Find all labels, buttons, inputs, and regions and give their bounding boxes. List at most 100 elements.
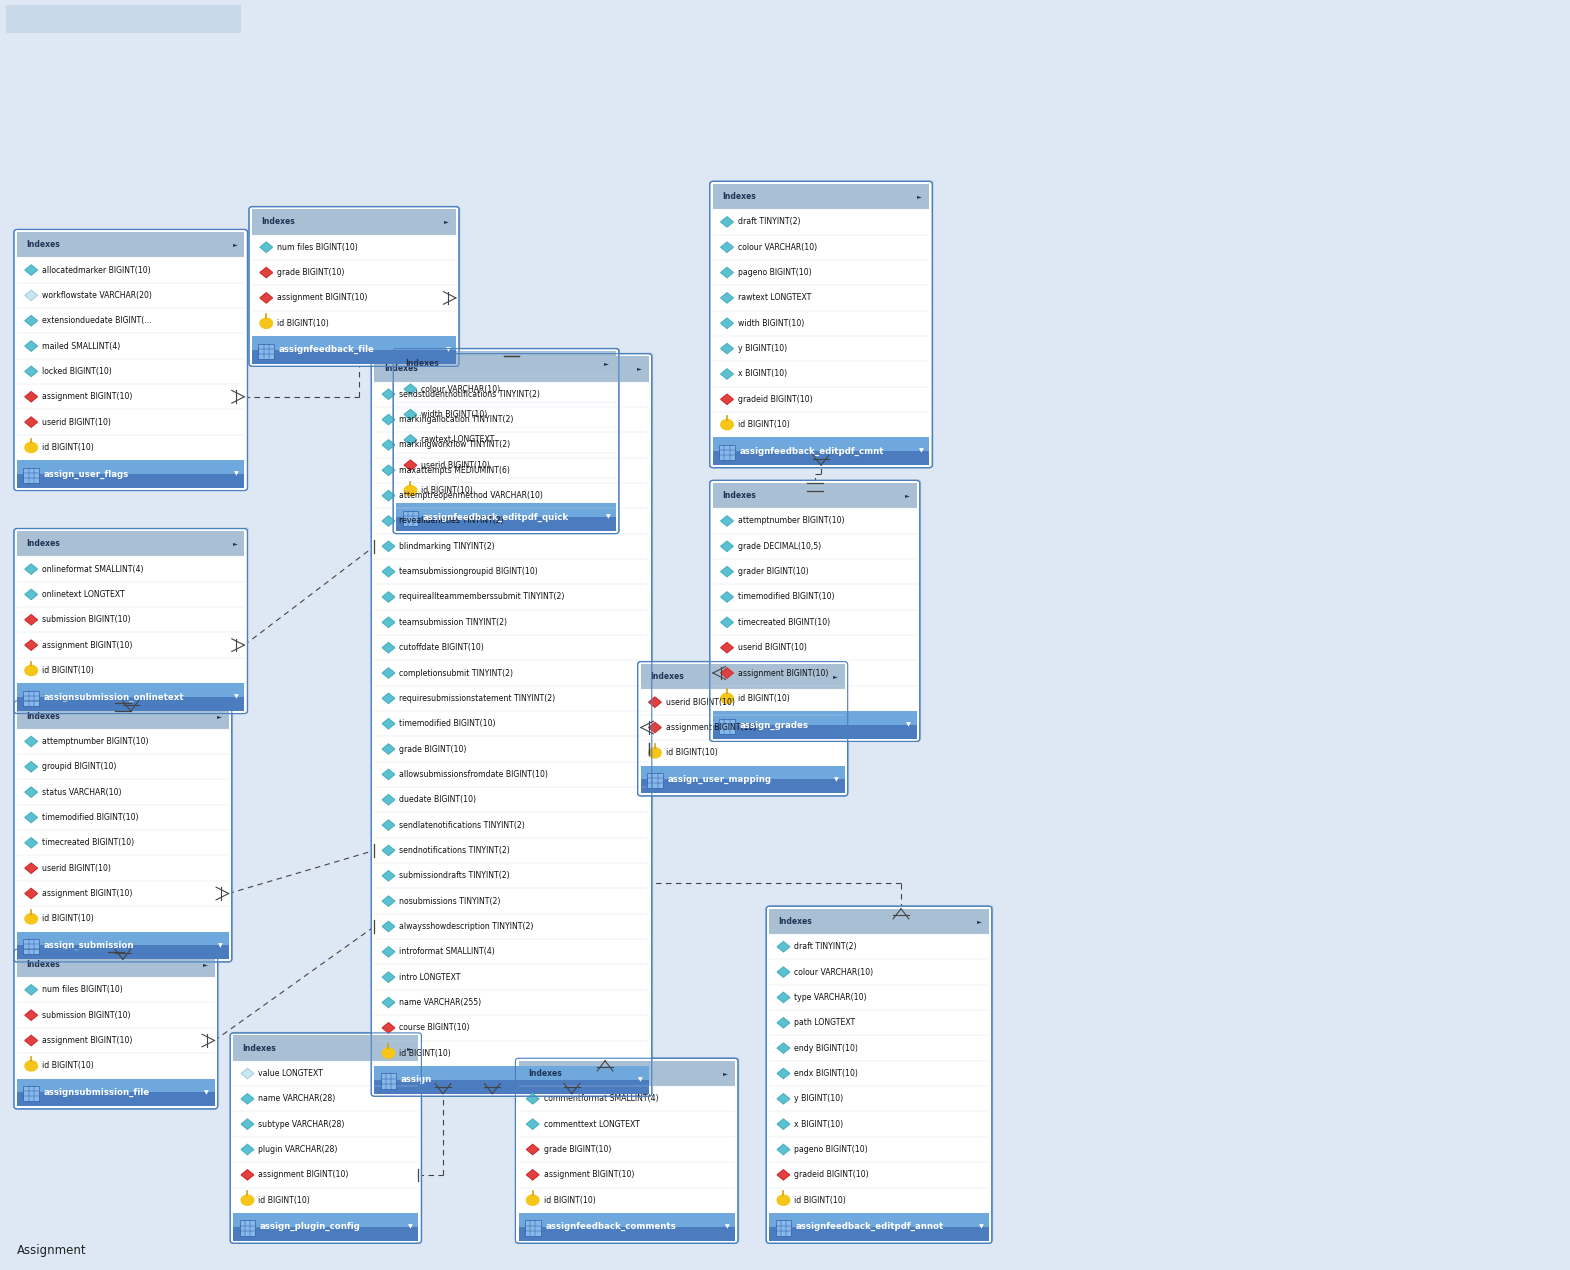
Polygon shape xyxy=(382,566,394,577)
Polygon shape xyxy=(382,1022,394,1033)
Bar xyxy=(396,517,615,531)
Text: timecreated BIGINT(10): timecreated BIGINT(10) xyxy=(42,838,135,847)
Text: ▼: ▼ xyxy=(408,1224,413,1229)
Text: gradeid BIGINT(10): gradeid BIGINT(10) xyxy=(738,395,813,404)
Text: mailed SMALLINT(4): mailed SMALLINT(4) xyxy=(42,342,121,351)
Text: assignment BIGINT(10): assignment BIGINT(10) xyxy=(666,723,757,732)
Polygon shape xyxy=(382,871,394,881)
Polygon shape xyxy=(382,643,394,653)
Text: completionsubmit TINYINT(2): completionsubmit TINYINT(2) xyxy=(399,668,513,677)
Polygon shape xyxy=(382,795,394,805)
Polygon shape xyxy=(777,1144,790,1154)
Text: Indexes: Indexes xyxy=(722,491,757,500)
Text: Indexes: Indexes xyxy=(383,364,418,373)
Polygon shape xyxy=(382,744,394,754)
Text: Indexes: Indexes xyxy=(262,217,295,226)
FancyBboxPatch shape xyxy=(232,1031,422,1242)
Text: submissiondrafts TINYINT(2): submissiondrafts TINYINT(2) xyxy=(399,871,510,880)
Bar xyxy=(17,704,229,729)
Text: Indexes: Indexes xyxy=(528,1069,562,1078)
Text: revealidentities TINYINT(2): revealidentities TINYINT(2) xyxy=(399,517,504,526)
Polygon shape xyxy=(25,589,38,599)
Polygon shape xyxy=(721,566,733,577)
Polygon shape xyxy=(25,391,38,401)
Polygon shape xyxy=(25,889,38,899)
Text: subtype VARCHAR(28): subtype VARCHAR(28) xyxy=(259,1120,345,1129)
Text: grade BIGINT(10): grade BIGINT(10) xyxy=(278,268,344,277)
Polygon shape xyxy=(382,820,394,831)
Polygon shape xyxy=(382,592,394,602)
Text: timecreated BIGINT(10): timecreated BIGINT(10) xyxy=(738,617,831,627)
Text: Indexes: Indexes xyxy=(243,1044,276,1053)
Text: y BIGINT(10): y BIGINT(10) xyxy=(738,344,787,353)
Bar xyxy=(719,444,735,460)
Polygon shape xyxy=(25,615,38,625)
Text: endy BIGINT(10): endy BIGINT(10) xyxy=(794,1044,859,1053)
Text: ►: ► xyxy=(232,541,237,546)
Text: gradeid BIGINT(10): gradeid BIGINT(10) xyxy=(794,1171,870,1180)
Text: cutoffdate BIGINT(10): cutoffdate BIGINT(10) xyxy=(399,643,484,653)
Polygon shape xyxy=(777,1043,790,1053)
Polygon shape xyxy=(403,434,416,444)
Bar xyxy=(713,711,917,725)
Polygon shape xyxy=(382,770,394,780)
Text: grade BIGINT(10): grade BIGINT(10) xyxy=(399,744,466,753)
Bar xyxy=(641,664,845,690)
Text: width BIGINT(10): width BIGINT(10) xyxy=(738,319,804,328)
Polygon shape xyxy=(261,293,273,304)
Text: onlinetext LONGTEXT: onlinetext LONGTEXT xyxy=(42,591,126,599)
Text: teamsubmissiongroupid BIGINT(10): teamsubmissiongroupid BIGINT(10) xyxy=(399,568,539,577)
Bar xyxy=(518,1227,735,1241)
Text: Assignment: Assignment xyxy=(17,1245,86,1257)
Text: Indexes: Indexes xyxy=(27,240,60,249)
Circle shape xyxy=(721,419,733,429)
Bar xyxy=(641,780,845,794)
Text: extensionduedate BIGINT(...: extensionduedate BIGINT(... xyxy=(42,316,152,325)
Text: workflowstate VARCHAR(20): workflowstate VARCHAR(20) xyxy=(42,291,152,300)
FancyBboxPatch shape xyxy=(515,1058,738,1243)
Text: ►: ► xyxy=(407,1045,411,1050)
Text: onlineformat SMALLINT(4): onlineformat SMALLINT(4) xyxy=(42,565,143,574)
Text: groupid BIGINT(10): groupid BIGINT(10) xyxy=(42,762,116,771)
Text: assignsubmission_file: assignsubmission_file xyxy=(44,1088,149,1097)
FancyBboxPatch shape xyxy=(710,480,920,742)
Text: pageno BIGINT(10): pageno BIGINT(10) xyxy=(738,268,812,277)
Text: Indexes: Indexes xyxy=(27,960,60,969)
Bar xyxy=(396,503,615,517)
Polygon shape xyxy=(721,668,733,678)
Bar xyxy=(518,1060,735,1086)
Text: requireallteammemberssubmit TINYINT(2): requireallteammemberssubmit TINYINT(2) xyxy=(399,593,565,602)
Text: num files BIGINT(10): num files BIGINT(10) xyxy=(42,986,122,994)
FancyBboxPatch shape xyxy=(231,1033,421,1243)
Polygon shape xyxy=(721,368,733,378)
Bar xyxy=(769,1227,989,1241)
Text: requiresubmissionstatement TINYINT(2): requiresubmissionstatement TINYINT(2) xyxy=(399,693,556,702)
Circle shape xyxy=(721,693,733,704)
Text: nosubmissions TINYINT(2): nosubmissions TINYINT(2) xyxy=(399,897,501,906)
Bar xyxy=(769,1213,989,1227)
Polygon shape xyxy=(25,864,38,874)
Bar xyxy=(234,1227,418,1241)
Polygon shape xyxy=(382,516,394,526)
Text: id BIGINT(10): id BIGINT(10) xyxy=(738,420,790,429)
Polygon shape xyxy=(777,1093,790,1104)
Bar xyxy=(776,1220,791,1236)
Text: ▼: ▼ xyxy=(918,448,923,453)
Polygon shape xyxy=(526,1119,539,1129)
FancyBboxPatch shape xyxy=(251,206,460,364)
Polygon shape xyxy=(721,344,733,353)
Text: id BIGINT(10): id BIGINT(10) xyxy=(259,1195,311,1205)
Text: ►: ► xyxy=(917,194,922,199)
Polygon shape xyxy=(382,389,394,399)
Text: width BIGINT(10): width BIGINT(10) xyxy=(421,410,488,419)
Text: id BIGINT(10): id BIGINT(10) xyxy=(278,319,330,328)
Text: ►: ► xyxy=(604,361,609,366)
Bar xyxy=(240,1220,256,1236)
Text: x BIGINT(10): x BIGINT(10) xyxy=(738,370,787,378)
Text: id BIGINT(10): id BIGINT(10) xyxy=(421,486,473,495)
Polygon shape xyxy=(721,243,733,253)
Text: name VARCHAR(255): name VARCHAR(255) xyxy=(399,998,482,1007)
Text: ▼: ▼ xyxy=(606,514,611,519)
FancyBboxPatch shape xyxy=(372,352,653,1095)
Bar xyxy=(17,1092,215,1106)
